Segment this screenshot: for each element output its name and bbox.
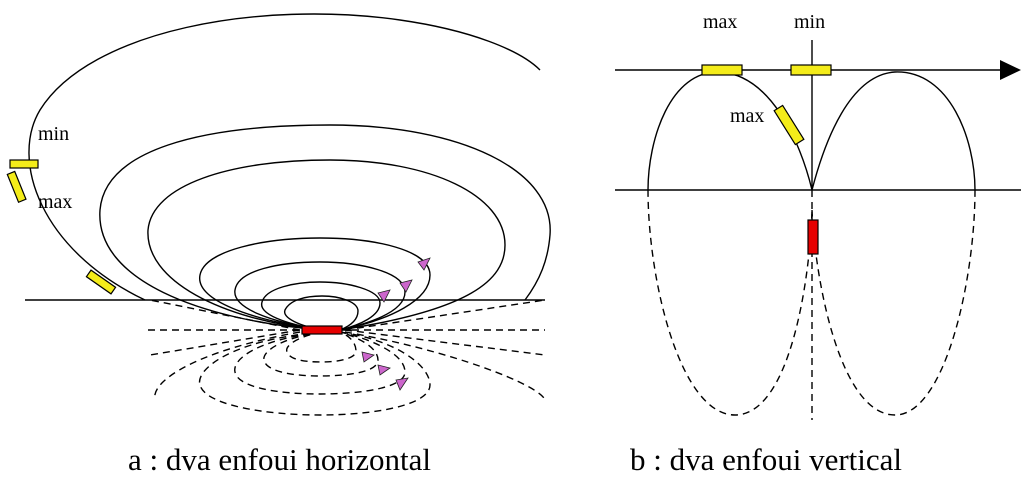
caption-b: b : dva enfoui vertical [630, 442, 902, 477]
field-arrow-2 [399, 279, 413, 293]
beacon-vertical [807, 219, 819, 255]
receiver-low-a [85, 269, 117, 295]
field-line-3 [147, 159, 506, 331]
caption-a: a : dva enfoui horizontal [128, 442, 431, 477]
field-line-outer [28, 13, 541, 301]
lobe-right-top [811, 71, 976, 191]
lobe-left-bottom [647, 189, 813, 416]
field-line-6 [261, 281, 381, 331]
label-max-a: max [38, 191, 72, 213]
label-max-side-b: max [730, 105, 764, 127]
field-line-7 [284, 295, 359, 331]
field-arrow-1 [417, 257, 431, 271]
field-arrow-3 [377, 289, 391, 303]
receiver-max-top-b [701, 64, 743, 76]
below-field-4 [286, 331, 357, 363]
dashed-ray-2 [149, 329, 301, 356]
receiver-min-top-b [790, 64, 832, 76]
label-min-top-b: min [794, 11, 825, 33]
dashed-ray-3 [344, 299, 546, 331]
beacon-horizontal [301, 325, 343, 335]
below-field-3 [263, 331, 379, 377]
receiver-min-a [9, 159, 39, 169]
lobe-right-bottom [811, 189, 976, 416]
field-line-4 [199, 237, 431, 331]
field-line-5 [234, 261, 406, 331]
field-line-2 [99, 124, 551, 331]
label-min-a: min [38, 123, 69, 145]
panel-a: min max [6, 13, 551, 416]
panel-b: max min max [615, 11, 1021, 420]
below-field-2 [234, 331, 406, 395]
label-max-top-b: max [703, 11, 737, 33]
receiver-max-side-b [773, 104, 805, 146]
field-arrow-5 [377, 364, 391, 376]
dashed-ray-4 [344, 329, 546, 356]
field-arrow-4 [361, 351, 375, 363]
dashed-ray-1 [149, 299, 301, 331]
field-arrow-6 [395, 377, 409, 391]
arrow-head-b [1000, 60, 1021, 80]
below-field-5 [154, 331, 546, 401]
below-field-1 [198, 331, 431, 416]
receiver-max-a [6, 170, 27, 204]
